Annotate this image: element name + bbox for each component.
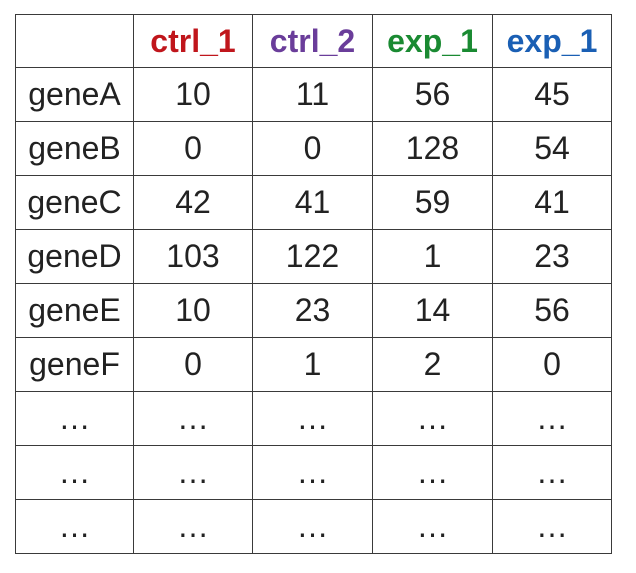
row-label-cell: geneD [15, 229, 134, 284]
table-body: geneA 10 11 56 45 geneB 0 0 128 54 geneC 42 41 59 41 ge… [15, 67, 612, 554]
value-cell: 0 [252, 121, 373, 176]
value-cell: 128 [372, 121, 493, 176]
table-row: geneA 10 11 56 45 [15, 67, 612, 122]
value-cell: 45 [492, 67, 612, 122]
value-cell: … [133, 499, 253, 554]
table-row: geneD 103 122 1 23 [15, 229, 612, 284]
gene-count-table: ctrl_1 ctrl_2 exp_1 exp_1 geneA 10 11 56 45 g… [15, 14, 612, 554]
row-label-cell: … [15, 391, 134, 446]
value-cell: 122 [252, 229, 373, 284]
value-cell: 1 [372, 229, 493, 284]
row-label-cell: geneC [15, 175, 134, 230]
value-cell: 11 [252, 67, 373, 122]
value-cell: … [252, 499, 373, 554]
table-row: …………… [15, 499, 612, 554]
value-cell: … [492, 445, 612, 500]
column-header-ctrl-1: ctrl_1 [133, 14, 253, 68]
value-cell: … [372, 499, 493, 554]
value-cell: 0 [133, 121, 253, 176]
value-cell: … [252, 391, 373, 446]
row-label-cell: … [15, 445, 134, 500]
table-row: geneF 0 1 2 0 [15, 337, 612, 392]
value-cell: 0 [492, 337, 612, 392]
value-cell: 23 [492, 229, 612, 284]
value-cell: 0 [133, 337, 253, 392]
value-cell: 56 [492, 283, 612, 338]
value-cell: … [372, 445, 493, 500]
value-cell: … [492, 391, 612, 446]
value-cell: 23 [252, 283, 373, 338]
column-header-exp-1: exp_1 [372, 14, 493, 68]
row-label-cell: geneF [15, 337, 134, 392]
row-label-cell: … [15, 499, 134, 554]
value-cell: 56 [372, 67, 493, 122]
value-cell: 41 [492, 175, 612, 230]
value-cell: … [133, 391, 253, 446]
value-cell: 103 [133, 229, 253, 284]
row-label-cell: geneB [15, 121, 134, 176]
value-cell: 10 [133, 67, 253, 122]
value-cell: 1 [252, 337, 373, 392]
row-label-cell: geneA [15, 67, 134, 122]
value-cell: … [492, 499, 612, 554]
corner-cell [15, 14, 134, 68]
table-row: …………… [15, 391, 612, 446]
table-row: geneC 42 41 59 41 [15, 175, 612, 230]
row-label-cell: geneE [15, 283, 134, 338]
column-header-exp-1-second: exp_1 [492, 14, 612, 68]
value-cell: … [133, 445, 253, 500]
value-cell: … [372, 391, 493, 446]
value-cell: 59 [372, 175, 493, 230]
value-cell: 42 [133, 175, 253, 230]
value-cell: 54 [492, 121, 612, 176]
value-cell: 10 [133, 283, 253, 338]
value-cell: 41 [252, 175, 373, 230]
column-header-ctrl-2: ctrl_2 [252, 14, 373, 68]
table-row: geneB 0 0 128 54 [15, 121, 612, 176]
table-row: geneE 10 23 14 56 [15, 283, 612, 338]
value-cell: 2 [372, 337, 493, 392]
header-row: ctrl_1 ctrl_2 exp_1 exp_1 [15, 14, 612, 68]
value-cell: … [252, 445, 373, 500]
table-row: …………… [15, 445, 612, 500]
value-cell: 14 [372, 283, 493, 338]
